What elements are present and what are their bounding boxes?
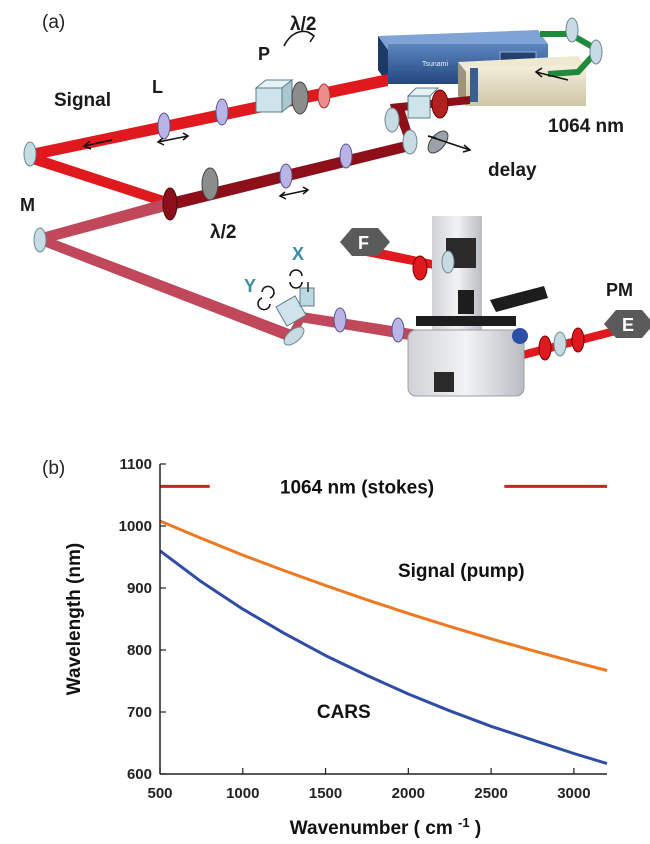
- label-M: M: [20, 195, 35, 215]
- direction-arrows: [82, 30, 569, 200]
- fiber-coupler-2: [589, 39, 603, 65]
- combined-beam: [38, 198, 170, 244]
- detector-F-body: [340, 228, 390, 256]
- wavelength-chart: (b) 1064 nm (stokes) Signal (pump) CARS 50…: [42, 456, 608, 839]
- panel-a-label: (a): [42, 12, 65, 33]
- y-tick-label: 700: [127, 704, 152, 721]
- x-tick-label: 3000: [557, 785, 590, 802]
- label-half-wave-top: λ/2: [290, 14, 316, 35]
- detector-F-label: F: [358, 233, 369, 253]
- x-tick-label: 2500: [474, 785, 507, 802]
- combined-beam-long: [38, 234, 292, 342]
- detector-E-label: E: [622, 315, 634, 335]
- y-tick-label: 600: [127, 766, 152, 783]
- rotation-arrows: [257, 269, 303, 311]
- svg-text:Tsunami: Tsunami: [422, 61, 449, 68]
- label-X: X: [292, 244, 304, 264]
- label-L: L: [152, 77, 163, 97]
- signal-series-label: Signal (pump): [398, 561, 525, 582]
- opo-unit: [458, 56, 586, 106]
- label-delay: delay: [488, 160, 537, 181]
- y-axis-title: Wavelength (nm): [64, 543, 85, 695]
- label-PM: PM: [606, 280, 633, 300]
- dichroic-combiner: [162, 187, 178, 221]
- signal-optics: [157, 78, 331, 140]
- mirror-M: [33, 227, 47, 253]
- stokes-optics: [201, 87, 449, 201]
- x-tick-label: 500: [147, 785, 172, 802]
- plot-area: 1064 nm (stokes) Signal (pump) CARS: [159, 477, 608, 765]
- label-signal: Signal: [54, 90, 111, 111]
- y-tick-label: 1100: [119, 456, 152, 473]
- y-tick-label: 800: [127, 642, 152, 659]
- fiber-coupler-1: [565, 17, 579, 43]
- label-P: P: [258, 44, 270, 64]
- mirror-fold: [283, 326, 305, 346]
- label-half-wave-mid: λ/2: [210, 222, 236, 243]
- stokes-series-label: 1064 nm (stokes): [280, 477, 434, 498]
- mirror-signal: [23, 141, 37, 167]
- axes: 500 1000 1500 2000 2500 3000 600 700 800 900 1000 1…: [64, 456, 607, 839]
- y-tick-label: 900: [127, 580, 152, 597]
- detection-optics: [412, 250, 585, 361]
- cars-series-label: CARS: [317, 702, 371, 723]
- cars-series-line: [159, 549, 608, 765]
- label-Y: Y: [244, 276, 256, 296]
- y-tick-label: 1000: [119, 518, 152, 535]
- label-1064nm: 1064 nm: [548, 116, 624, 137]
- x-tick-label: 1000: [226, 785, 259, 802]
- galvo-scanner: [275, 282, 315, 327]
- panel-b-label: (b): [42, 458, 65, 479]
- signal-beam: [26, 74, 388, 160]
- scan-lenses: [333, 307, 405, 343]
- signal-pump-series-line: [159, 519, 608, 672]
- signal-beam-down: [26, 152, 170, 208]
- microscope: [407, 216, 548, 397]
- x-axis-title: Wavenumber ( cm -1 ): [290, 815, 481, 840]
- x-tick-label: 1500: [309, 785, 342, 802]
- detector-E-body: [604, 310, 650, 338]
- x-tick-label: 2000: [392, 785, 425, 802]
- optical-setup-diagram: (a) Tsunami: [20, 12, 650, 397]
